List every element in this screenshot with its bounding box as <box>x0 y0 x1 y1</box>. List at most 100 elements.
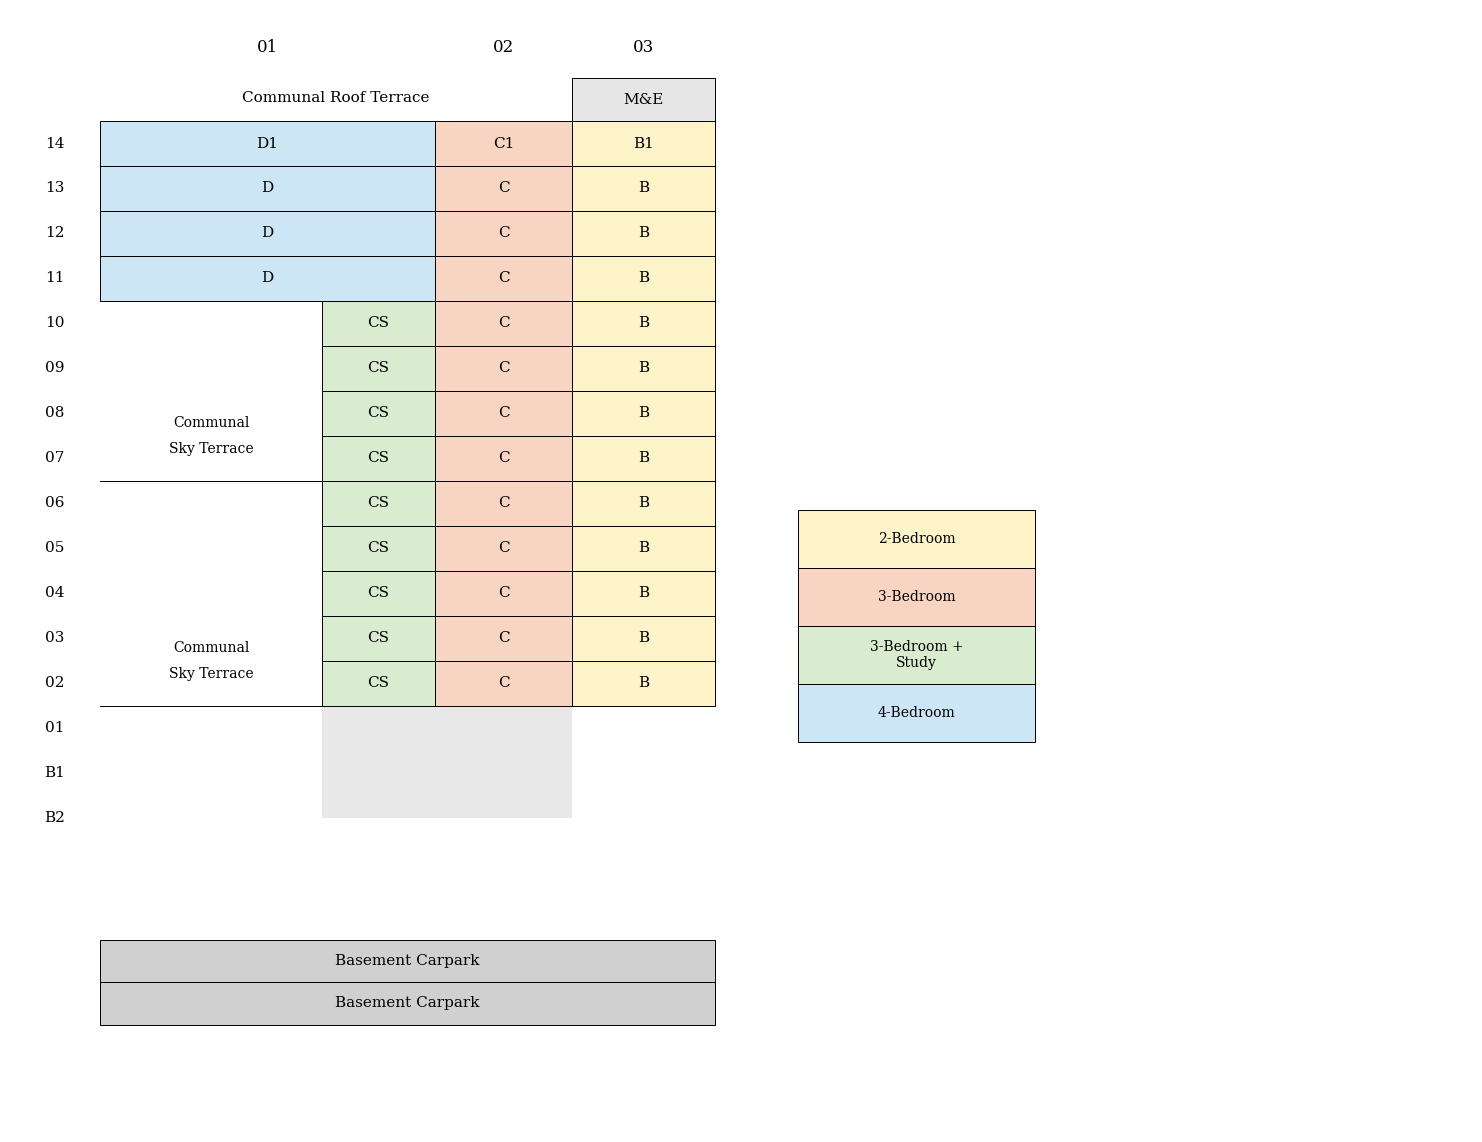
Text: B: B <box>637 226 649 241</box>
Text: 2-Bedroom: 2-Bedroom <box>877 532 956 546</box>
Bar <box>436 436 572 481</box>
Text: Basement Carpark: Basement Carpark <box>335 954 480 968</box>
Bar <box>572 391 714 436</box>
Text: D: D <box>261 182 274 195</box>
Text: C: C <box>498 182 510 195</box>
Bar <box>322 391 436 436</box>
Bar <box>572 436 714 481</box>
Bar <box>572 661 714 706</box>
Bar <box>797 626 1034 684</box>
Bar <box>99 256 436 301</box>
Text: CS: CS <box>368 451 390 466</box>
Text: B: B <box>637 451 649 466</box>
Bar <box>322 616 436 661</box>
Text: CS: CS <box>368 676 390 691</box>
Text: 12: 12 <box>46 226 65 241</box>
Text: CS: CS <box>368 362 390 376</box>
Text: C: C <box>498 226 510 241</box>
Text: B: B <box>637 362 649 376</box>
Text: 03: 03 <box>46 632 65 645</box>
Text: B: B <box>637 316 649 330</box>
Bar <box>322 526 436 571</box>
Text: Communal: Communal <box>173 417 249 431</box>
Bar <box>322 346 436 391</box>
Bar <box>436 301 572 346</box>
Text: D: D <box>261 272 274 286</box>
Bar <box>436 256 572 301</box>
Text: B: B <box>637 272 649 286</box>
Text: B: B <box>637 676 649 691</box>
Text: C: C <box>498 272 510 286</box>
Bar <box>436 481 572 526</box>
Text: 10: 10 <box>46 316 65 330</box>
Bar <box>797 568 1034 626</box>
Text: Sky Terrace: Sky Terrace <box>169 667 253 681</box>
Bar <box>322 301 436 346</box>
Text: B: B <box>637 541 649 555</box>
Text: 3-Bedroom +
Study: 3-Bedroom + Study <box>870 640 963 670</box>
Text: CS: CS <box>368 587 390 601</box>
Text: CS: CS <box>368 316 390 330</box>
Text: 06: 06 <box>46 497 65 510</box>
Text: 07: 07 <box>46 451 65 466</box>
Bar <box>436 391 572 436</box>
Bar <box>99 982 714 1026</box>
Text: Communal: Communal <box>173 642 249 656</box>
Text: C: C <box>498 587 510 601</box>
Text: B: B <box>637 407 649 420</box>
Bar <box>436 121 572 166</box>
Text: Sky Terrace: Sky Terrace <box>169 442 253 456</box>
Bar <box>436 346 572 391</box>
Text: B: B <box>637 587 649 601</box>
Text: D: D <box>261 226 274 241</box>
Text: M&E: M&E <box>624 93 664 106</box>
Text: 02: 02 <box>46 676 65 691</box>
Bar <box>436 166 572 211</box>
Bar <box>572 571 714 616</box>
Bar <box>572 526 714 571</box>
Text: B: B <box>637 182 649 195</box>
Bar <box>322 481 436 526</box>
Text: C: C <box>498 316 510 330</box>
Bar <box>572 346 714 391</box>
Text: CS: CS <box>368 632 390 645</box>
Text: B: B <box>637 497 649 510</box>
Bar <box>436 571 572 616</box>
Bar <box>797 510 1034 568</box>
Text: Basement Carpark: Basement Carpark <box>335 997 480 1011</box>
Text: 05: 05 <box>46 541 65 555</box>
Text: B1: B1 <box>633 137 654 151</box>
Text: 3-Bedroom: 3-Bedroom <box>877 590 956 604</box>
Bar <box>572 78 714 121</box>
Text: B1: B1 <box>44 766 65 780</box>
Bar <box>572 256 714 301</box>
Text: CS: CS <box>368 541 390 555</box>
Bar <box>572 166 714 211</box>
Text: Communal Roof Terrace: Communal Roof Terrace <box>242 91 430 105</box>
Bar <box>572 121 714 166</box>
Bar <box>572 481 714 526</box>
Text: D1: D1 <box>256 137 279 151</box>
Text: C: C <box>498 407 510 420</box>
Text: 03: 03 <box>633 40 654 56</box>
Bar <box>99 940 714 982</box>
Text: C1: C1 <box>494 137 514 151</box>
Text: 02: 02 <box>494 40 514 56</box>
Text: 01: 01 <box>256 40 279 56</box>
Bar <box>322 436 436 481</box>
Text: CS: CS <box>368 407 390 420</box>
Text: C: C <box>498 362 510 376</box>
Text: C: C <box>498 632 510 645</box>
Bar <box>436 526 572 571</box>
Text: C: C <box>498 497 510 510</box>
Text: C: C <box>498 676 510 691</box>
Bar <box>572 211 714 256</box>
Text: C: C <box>498 541 510 555</box>
Bar <box>99 121 436 166</box>
Bar <box>436 661 572 706</box>
Bar <box>572 616 714 661</box>
Bar <box>436 211 572 256</box>
Bar <box>322 661 436 706</box>
Bar <box>797 684 1034 742</box>
Text: 11: 11 <box>46 272 65 286</box>
